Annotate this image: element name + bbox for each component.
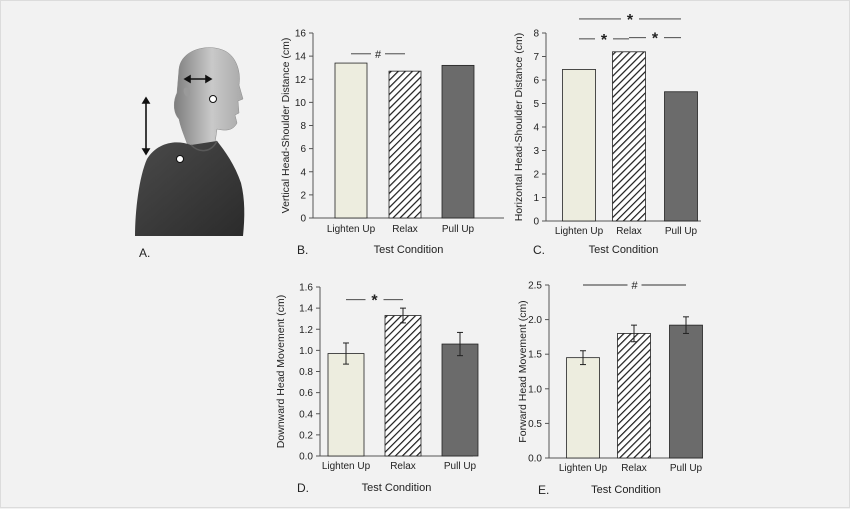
y-tick-label: 1.5 — [528, 350, 542, 361]
ear-marker — [209, 95, 217, 103]
torso-shape — [135, 140, 245, 236]
chart-c: 0 1 2 3 4 5 6 7 8 Lighten Up Relax Pull Up * * * Test C… — [513, 12, 701, 256]
chart-d: 0.0 0.2 0.4 0.6 0.8 1.0 1.2 1.4 1.6 Lighten Up Rel… — [275, 283, 479, 494]
panel-letter-d: D. — [297, 481, 309, 495]
head-illustration — [135, 47, 245, 236]
panel-letter-b: B. — [297, 243, 309, 257]
category-label: Pull Up — [670, 463, 703, 474]
bar — [617, 333, 651, 459]
x-axis-label: Test Condition — [591, 484, 661, 496]
y-tick-label: 4 — [533, 123, 539, 134]
y-tick-label: 14 — [295, 52, 307, 63]
y-tick-label: 1.2 — [299, 325, 313, 336]
bar — [669, 324, 703, 459]
chart-e: 0.0 0.5 1.0 1.5 2.0 2.5 Lighten Up Relax Pull Up… — [517, 280, 703, 496]
category-label: Lighten Up — [322, 461, 371, 472]
y-tick-label: 1.6 — [299, 283, 313, 294]
y-tick-label: 2.0 — [528, 315, 542, 326]
y-tick-label: 1.0 — [528, 384, 542, 395]
y-tick-label: 4 — [300, 167, 306, 178]
significance-symbol: # — [375, 49, 382, 61]
bar — [612, 51, 646, 222]
x-axis-label: Test Condition — [374, 244, 444, 256]
y-tick-label: 6 — [300, 144, 306, 155]
y-tick-label: 12 — [295, 75, 307, 86]
bar — [566, 357, 600, 459]
significance-symbol: * — [652, 31, 659, 48]
y-tick-label: 5 — [533, 99, 539, 110]
y-tick-label: 2.5 — [528, 281, 542, 292]
bar — [388, 70, 422, 219]
chart-b: 0 2 4 6 8 10 12 14 16 Lighten Up Relax Pull Up # Test… — [280, 29, 504, 256]
y-tick-label: 0.2 — [299, 430, 313, 441]
y-tick-label: 0.0 — [299, 452, 313, 463]
shoulder-marker — [176, 155, 184, 163]
significance-symbol: # — [631, 280, 638, 292]
y-tick-label: 2 — [533, 170, 539, 181]
y-tick-label: 6 — [533, 76, 539, 87]
bar — [562, 69, 596, 222]
y-tick-label: 0 — [300, 214, 306, 225]
category-label: Relax — [621, 463, 647, 474]
y-tick-label: 0.0 — [528, 454, 542, 465]
horizontal-arrow-icon — [183, 74, 213, 84]
category-label: Relax — [390, 461, 416, 472]
vertical-arrow-icon — [141, 96, 151, 156]
y-axis-label: Vertical Head-Shoulder Distance (cm) — [280, 38, 292, 214]
category-label: Lighten Up — [327, 224, 376, 235]
category-label: Lighten Up — [555, 226, 604, 237]
bar — [334, 62, 368, 219]
y-tick-label: 8 — [533, 29, 539, 40]
y-tick-label: 0.5 — [528, 419, 542, 430]
y-tick-label: 0.8 — [299, 367, 313, 378]
panel-letter-c: C. — [533, 243, 545, 257]
category-label: Relax — [392, 224, 418, 235]
head-shape — [174, 47, 244, 150]
bar — [441, 343, 479, 457]
significance-symbol: * — [627, 12, 634, 29]
y-tick-label: 0 — [533, 217, 539, 228]
bar — [384, 315, 422, 457]
panel-letter-a: A. — [139, 246, 151, 260]
y-tick-label: 1 — [533, 193, 539, 204]
bar — [664, 91, 698, 222]
significance-symbol: * — [601, 32, 608, 49]
bar — [441, 64, 475, 219]
y-axis-label: Downward Head Movement (cm) — [275, 295, 287, 448]
bar — [327, 353, 365, 457]
y-tick-label: 2 — [300, 190, 306, 201]
category-label: Relax — [616, 226, 642, 237]
category-label: Lighten Up — [559, 463, 608, 474]
y-tick-label: 10 — [295, 98, 307, 109]
significance-symbol: * — [371, 293, 378, 310]
y-tick-label: 8 — [300, 121, 306, 132]
x-axis-label: Test Condition — [589, 244, 659, 256]
y-axis-label: Forward Head Movement (cm) — [517, 300, 529, 442]
y-tick-label: 0.4 — [299, 409, 313, 420]
y-tick-label: 0.6 — [299, 388, 313, 399]
category-label: Pull Up — [444, 461, 477, 472]
y-axis-label: Horizontal Head-Shoulder Distance (cm) — [513, 33, 525, 222]
panel-letter-e: E. — [538, 483, 550, 497]
y-tick-label: 3 — [533, 146, 539, 157]
y-tick-label: 1.0 — [299, 346, 313, 357]
category-label: Pull Up — [442, 224, 475, 235]
category-label: Pull Up — [665, 226, 698, 237]
y-tick-label: 1.4 — [299, 304, 313, 315]
y-tick-label: 16 — [295, 29, 307, 40]
y-tick-label: 7 — [533, 52, 539, 63]
x-axis-label: Test Condition — [362, 482, 432, 494]
